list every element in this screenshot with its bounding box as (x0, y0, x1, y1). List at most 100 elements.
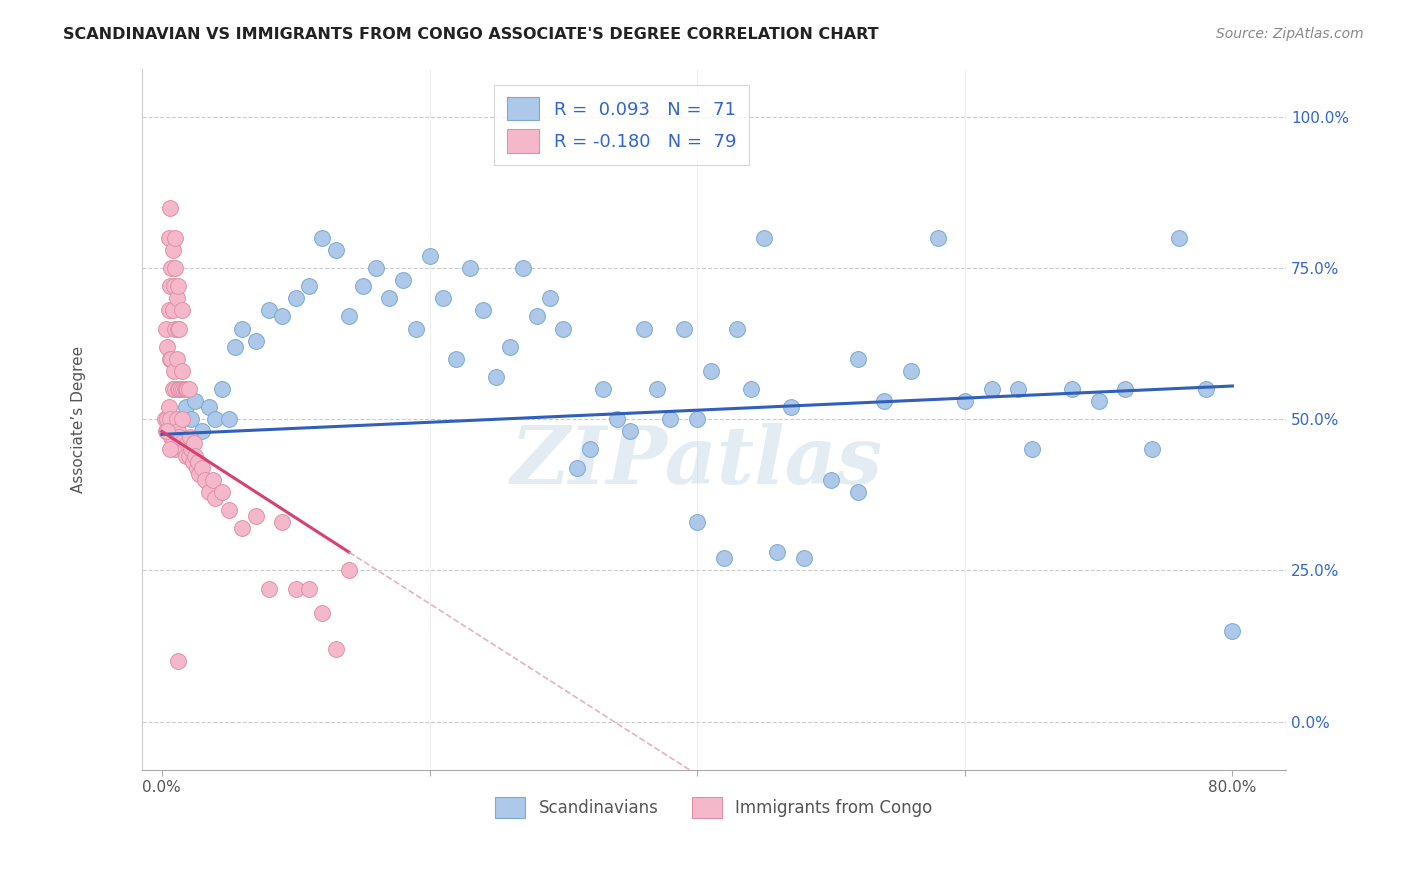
Point (177, 382, 200, 396)
Point (565, 460, 588, 475)
Point (173, 442, 195, 457)
Point (472, 303, 495, 318)
Point (179, 430, 201, 444)
Point (713, 551, 735, 566)
Point (271, 515, 294, 529)
Point (245, 334, 267, 348)
Point (699, 364, 721, 378)
Point (155, 425, 177, 439)
Point (159, 201, 181, 215)
Point (156, 412, 179, 426)
Point (180, 442, 202, 457)
Point (766, 545, 789, 559)
Point (980, 382, 1002, 396)
Point (167, 321, 190, 335)
Point (180, 412, 202, 426)
Point (183, 436, 205, 450)
Point (284, 291, 307, 305)
Point (553, 321, 575, 335)
Point (170, 364, 193, 378)
Point (181, 454, 204, 468)
Point (153, 412, 176, 426)
Y-axis label: Associate’s Degree: Associate’s Degree (72, 346, 86, 492)
Point (325, 642, 347, 657)
Point (174, 400, 197, 414)
Point (284, 582, 307, 596)
Text: ZIPatlas: ZIPatlas (512, 423, 883, 500)
Point (176, 436, 198, 450)
Point (231, 521, 253, 535)
Point (169, 430, 191, 444)
Point (201, 473, 224, 487)
Point (391, 273, 413, 287)
Point (378, 291, 401, 305)
Point (1007, 382, 1029, 396)
Point (159, 442, 181, 457)
Point (211, 382, 233, 396)
Point (485, 370, 508, 384)
Point (873, 394, 896, 409)
Point (337, 564, 360, 578)
Point (418, 249, 440, 263)
Point (672, 321, 695, 335)
Point (184, 394, 207, 409)
Point (165, 231, 187, 245)
Point (169, 436, 191, 450)
Point (499, 340, 522, 354)
Point (187, 454, 209, 468)
Point (204, 412, 226, 426)
Point (160, 430, 183, 444)
Point (194, 473, 217, 487)
Point (173, 382, 195, 396)
Point (606, 412, 628, 426)
Point (160, 351, 183, 366)
Point (172, 382, 194, 396)
Point (779, 400, 801, 414)
Point (1195, 382, 1218, 396)
Point (162, 303, 184, 318)
Point (172, 442, 194, 457)
Point (245, 508, 267, 523)
Point (1114, 382, 1136, 396)
Point (166, 351, 188, 366)
Point (1167, 231, 1189, 245)
Point (159, 351, 181, 366)
Point (619, 425, 641, 439)
Point (174, 382, 197, 396)
Point (526, 310, 548, 324)
Point (167, 279, 190, 293)
Point (204, 491, 226, 505)
Point (257, 582, 280, 596)
Point (197, 484, 219, 499)
Point (231, 321, 253, 335)
Point (191, 460, 214, 475)
Point (170, 412, 193, 426)
Point (311, 231, 333, 245)
Point (165, 442, 187, 457)
Point (186, 460, 208, 475)
Point (725, 321, 748, 335)
Point (167, 382, 190, 396)
Point (159, 279, 181, 293)
Point (592, 382, 614, 396)
Point (162, 243, 184, 257)
Point (159, 412, 181, 426)
Point (163, 364, 186, 378)
Point (538, 291, 561, 305)
Point (432, 291, 454, 305)
Point (512, 261, 534, 276)
Point (752, 231, 775, 245)
Point (659, 412, 682, 426)
Point (1222, 624, 1244, 638)
Point (686, 412, 709, 426)
Point (165, 321, 187, 335)
Point (953, 394, 976, 409)
Point (405, 321, 427, 335)
Point (218, 412, 240, 426)
Point (633, 321, 655, 335)
Point (645, 382, 668, 396)
Point (900, 364, 922, 378)
Point (271, 310, 294, 324)
Text: Source: ZipAtlas.com: Source: ZipAtlas.com (1216, 27, 1364, 41)
Point (793, 551, 815, 566)
